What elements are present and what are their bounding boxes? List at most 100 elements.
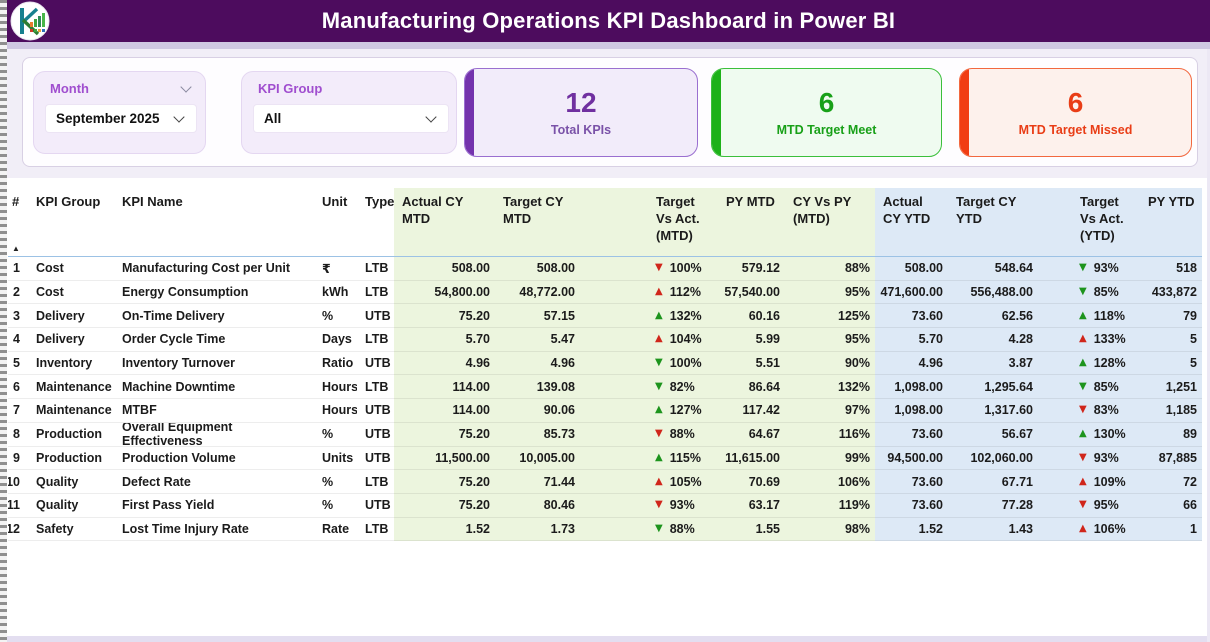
target-cy-mtd-cell: 1.73 xyxy=(495,517,580,542)
chevron-down-icon xyxy=(173,111,185,123)
sort-ascending-icon[interactable]: ▲ xyxy=(12,244,20,253)
cy-vs-py-mtd-cell: 88% xyxy=(785,257,875,281)
row-number: 3 xyxy=(8,304,28,329)
ytd-spacer-cell xyxy=(1038,517,1072,542)
target-cy-mtd-cell: 85.73 xyxy=(495,422,580,447)
type-cell: UTB xyxy=(357,399,394,423)
col-header-target-vs-act-mtd[interactable]: Target Vs Act. (MTD) xyxy=(648,188,718,256)
table-row[interactable]: 6 Maintenance Machine Downtime Hours LTB… xyxy=(8,375,1202,400)
col-header-actual-cy-ytd[interactable]: Actual CY YTD xyxy=(875,188,948,256)
trend-arrow-icon: ▼ xyxy=(655,357,663,369)
col-header-cy-vs-py-mtd[interactable]: CY Vs PY (MTD) xyxy=(785,188,875,256)
col-header-target-cy-mtd[interactable]: Target CY MTD xyxy=(495,188,580,256)
py-ytd-cell: 66 xyxy=(1140,493,1202,518)
table-row[interactable]: 9 Production Production Volume Units UTB… xyxy=(8,446,1202,471)
table-row[interactable]: 4 Delivery Order Cycle Time Days LTB 5.7… xyxy=(8,328,1202,352)
target-vs-act-mtd-cell: ▲ 132% xyxy=(648,304,718,329)
mtd-spacer-cell xyxy=(580,304,648,329)
actual-cy-ytd-cell: 94,500.00 xyxy=(875,446,948,471)
col-header-type[interactable]: Type xyxy=(365,194,394,209)
py-ytd-cell: 518 xyxy=(1140,257,1202,281)
col-header-kpi-name[interactable]: KPI Name xyxy=(122,194,183,209)
actual-cy-mtd-cell: 114.00 xyxy=(394,375,495,400)
py-ytd-cell: 1,185 xyxy=(1140,399,1202,423)
table-row[interactable]: 11 Quality First Pass Yield % UTB 75.20 … xyxy=(8,493,1202,518)
table-row[interactable]: 5 Inventory Inventory Turnover Ratio UTB… xyxy=(8,351,1202,376)
actual-cy-mtd-cell: 75.20 xyxy=(394,304,495,329)
table-row[interactable]: 8 Production Overall Equipment Effective… xyxy=(8,422,1202,447)
py-ytd-cell: 5 xyxy=(1140,328,1202,352)
mtd-spacer-cell xyxy=(580,517,648,542)
table-row[interactable]: 10 Quality Defect Rate % LTB 75.20 71.44… xyxy=(8,470,1202,494)
py-mtd-cell: 63.17 xyxy=(718,493,785,518)
trend-arrow-icon: ▲ xyxy=(655,286,663,298)
actual-cy-mtd-cell: 75.20 xyxy=(394,470,495,494)
kpi-group-cell: Cost xyxy=(28,257,114,281)
col-header-py-mtd[interactable]: PY MTD xyxy=(718,188,785,256)
unit-cell: Rate xyxy=(314,518,357,542)
target-vs-act-mtd-cell: ▼ 100% xyxy=(648,257,718,281)
title-bar: Manufacturing Operations KPI Dashboard i… xyxy=(7,0,1210,42)
target-vs-act-ytd-pct: 85% xyxy=(1093,285,1119,300)
target-vs-act-mtd-cell: ▼ 88% xyxy=(648,422,718,447)
table-row[interactable]: 12 Safety Lost Time Injury Rate Rate LTB… xyxy=(8,517,1202,542)
col-header-kpi-group[interactable]: KPI Group xyxy=(36,194,101,209)
mtd-target-missed-card: 6 MTD Target Missed xyxy=(959,68,1192,157)
trend-arrow-icon: ▼ xyxy=(655,522,663,534)
type-cell: LTB xyxy=(357,257,394,281)
py-ytd-cell: 5 xyxy=(1140,351,1202,376)
table-row[interactable]: 1 Cost Manufacturing Cost per Unit ₹ LTB… xyxy=(8,257,1202,281)
target-vs-act-mtd-pct: 88% xyxy=(669,521,695,536)
target-cy-ytd-cell: 67.71 xyxy=(948,470,1038,494)
col-header-py-ytd[interactable]: PY YTD xyxy=(1140,188,1202,256)
actual-cy-ytd-cell: 73.60 xyxy=(875,493,948,518)
actual-cy-ytd-cell: 5.70 xyxy=(875,328,948,352)
trend-arrow-icon: ▼ xyxy=(655,499,663,511)
month-filter-select[interactable]: September 2025 xyxy=(46,105,196,132)
month-slicer-label: Month xyxy=(50,81,89,96)
col-header-target-cy-ytd[interactable]: Target CY YTD xyxy=(948,188,1038,256)
kpi-group-slicer: KPI Group All xyxy=(241,71,457,154)
target-cy-ytd-cell: 1.43 xyxy=(948,517,1038,542)
type-cell: UTB xyxy=(357,447,394,471)
table-row[interactable]: 7 Maintenance MTBF Hours UTB 114.00 90.0… xyxy=(8,399,1202,423)
mtd-spacer-cell xyxy=(580,257,648,281)
target-vs-act-mtd-cell: ▼ 82% xyxy=(648,375,718,400)
table-row[interactable]: 3 Delivery On-Time Delivery % UTB 75.20 … xyxy=(8,304,1202,329)
actual-cy-mtd-cell: 75.20 xyxy=(394,422,495,447)
col-header-unit[interactable]: Unit xyxy=(322,194,348,209)
kpi-group-cell: Maintenance xyxy=(28,375,114,400)
row-number: 9 xyxy=(8,447,28,471)
py-ytd-cell: 72 xyxy=(1140,470,1202,494)
target-vs-act-mtd-cell: ▲ 115% xyxy=(648,446,718,471)
kpi-name-cell: Machine Downtime xyxy=(114,375,314,400)
mtd-spacer-cell xyxy=(580,399,648,423)
actual-cy-mtd-cell: 4.96 xyxy=(394,351,495,376)
target-vs-act-ytd-cell: ▼ 95% xyxy=(1072,493,1140,518)
target-vs-act-mtd-pct: 104% xyxy=(669,332,702,347)
chevron-down-icon[interactable] xyxy=(180,81,192,93)
target-vs-act-ytd-cell: ▲ 118% xyxy=(1072,304,1140,329)
company-logo xyxy=(10,1,50,41)
target-vs-act-ytd-cell: ▲ 128% xyxy=(1072,351,1140,376)
col-header-actual-cy-mtd[interactable]: Actual CY MTD xyxy=(394,188,495,256)
target-vs-act-mtd-cell: ▼ 88% xyxy=(648,517,718,542)
target-cy-ytd-cell: 1,295.64 xyxy=(948,375,1038,400)
kpi-name-cell: Production Volume xyxy=(114,447,314,471)
table-row[interactable]: 2 Cost Energy Consumption kWh LTB 54,800… xyxy=(8,280,1202,305)
mtd-spacer-cell xyxy=(580,375,648,400)
mtd-spacer-cell xyxy=(580,351,648,376)
row-number: 1 xyxy=(8,257,28,281)
target-vs-act-mtd-cell: ▲ 105% xyxy=(648,470,718,494)
mtd-section-spacer xyxy=(580,188,648,256)
col-header-target-vs-act-ytd[interactable]: Target Vs Act. (YTD) xyxy=(1072,188,1140,256)
row-number: 10 xyxy=(8,470,28,494)
cy-vs-py-mtd-cell: 95% xyxy=(785,280,875,305)
col-header-number[interactable]: # ▲ xyxy=(8,188,28,256)
mtd-spacer-cell xyxy=(580,493,648,518)
kpi-name-cell: On-Time Delivery xyxy=(114,304,314,329)
kpi-group-filter-select[interactable]: All xyxy=(254,105,448,132)
ytd-section-spacer xyxy=(1038,188,1072,256)
target-vs-act-ytd-pct: 85% xyxy=(1093,379,1119,394)
